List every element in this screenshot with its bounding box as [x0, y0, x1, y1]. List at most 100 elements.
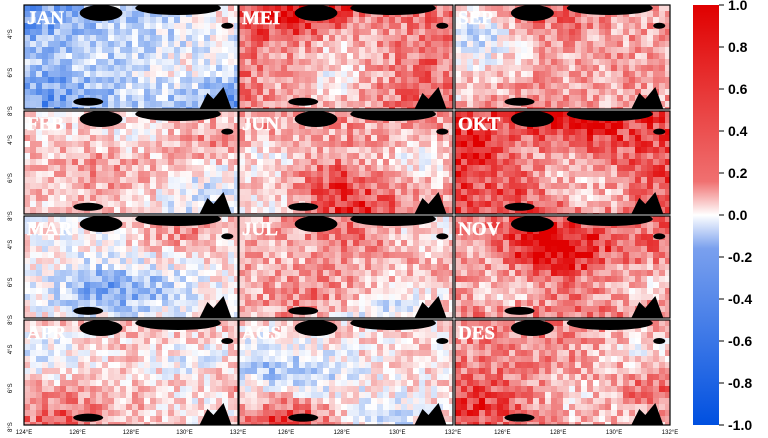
- lat-tick-label: 8°S: [8, 211, 14, 221]
- colorbar-tick-label: -0.4: [728, 291, 752, 307]
- lat-tick-label: 4°S: [8, 29, 14, 39]
- land-mask: [73, 111, 234, 214]
- colorbar-tick-label: 0.2: [728, 165, 748, 181]
- axis-labels: 4°S6°S8°S4°S6°S8°S4°S6°S8°S4°S6°S8°S124°…: [8, 29, 678, 436]
- map-panel-feb: FEB: [23, 110, 239, 215]
- month-label: DES: [458, 323, 495, 344]
- panel-frame: [238, 4, 454, 110]
- panel-frame: [23, 4, 239, 110]
- anomaly-field: [455, 320, 670, 425]
- anomaly-field: [24, 216, 238, 318]
- map-panel-jun: JUN: [238, 110, 454, 215]
- month-label: APR: [27, 323, 66, 344]
- lon-tick-label: 126°E: [494, 430, 510, 436]
- anomaly-field: [455, 111, 670, 214]
- panel-frame: [454, 319, 671, 426]
- month-label: SEP: [458, 8, 493, 29]
- colorbar-gradient: [693, 5, 719, 425]
- lon-tick-label: 126°E: [69, 430, 85, 436]
- land-mask: [73, 320, 234, 425]
- colorbar-tick-label: 0.8: [728, 39, 748, 55]
- month-label: JUL: [242, 219, 278, 240]
- month-label: AGS: [242, 323, 281, 344]
- lon-tick-label: 128°E: [550, 430, 566, 436]
- colorbar-tick-label: -1.0: [728, 417, 752, 433]
- land-mask: [288, 5, 449, 109]
- map-panel-mar: MAR: [23, 215, 239, 319]
- anomaly-field: [239, 320, 453, 425]
- map-panel-nov: NOV: [454, 215, 671, 319]
- lat-tick-label: 6°S: [8, 277, 14, 287]
- month-label: JUN: [242, 114, 279, 135]
- anomaly-field: [24, 320, 238, 425]
- map-panel-ags: AGS: [238, 319, 454, 426]
- lon-tick-label: 130°E: [176, 430, 192, 436]
- panel-frame: [238, 110, 454, 215]
- land-mask: [504, 111, 666, 214]
- land-mask: [504, 5, 666, 109]
- anomaly-field: [239, 216, 453, 318]
- lat-tick-label: 8°S: [8, 315, 14, 325]
- lat-tick-label: 4°S: [8, 135, 14, 145]
- lon-tick-label: 126°E: [278, 430, 294, 436]
- map-panel-jan: JAN: [23, 4, 239, 110]
- month-label: OKT: [458, 114, 501, 135]
- land-mask: [73, 5, 234, 109]
- anomaly-field: [455, 216, 670, 318]
- panel-frame: [23, 215, 239, 319]
- colorbar-tick-label: -0.8: [728, 375, 752, 391]
- anomaly-field: [24, 5, 238, 109]
- colorbar-tick-label: 1.0: [728, 0, 748, 13]
- lat-tick-label: 6°S: [8, 68, 14, 78]
- panel-frame: [238, 215, 454, 319]
- panel-frame: [454, 4, 671, 110]
- lat-tick-label: 8°S: [8, 422, 14, 432]
- lon-tick-label: 130°E: [389, 430, 405, 436]
- map-panel-jul: JUL: [238, 215, 454, 319]
- colorbar-tick-label: -0.2: [728, 249, 752, 265]
- colorbar: 1.0 0.8 0.6 0.4 0.2 0.0 -0.2 -0.4 -0.6 -0.8 -1.0: [693, 0, 752, 433]
- lon-tick-label: 132°E: [230, 430, 246, 436]
- lon-tick-label: 130°E: [606, 430, 622, 436]
- map-panel-okt: OKT: [454, 110, 671, 215]
- land-mask: [288, 320, 449, 425]
- lon-tick-label: 128°E: [334, 430, 350, 436]
- lat-tick-label: 6°S: [8, 383, 14, 393]
- month-label: NOV: [458, 219, 501, 240]
- lon-tick-label: 124°E: [16, 430, 32, 436]
- colorbar-tick-label: 0.4: [728, 123, 748, 139]
- panel-frame: [23, 110, 239, 215]
- month-label: JAN: [27, 8, 64, 29]
- lat-tick-label: 4°S: [8, 345, 14, 355]
- map-panel-des: DES: [454, 319, 671, 426]
- lon-tick-label: 128°E: [123, 430, 139, 436]
- land-mask: [73, 216, 234, 318]
- land-mask: [288, 216, 449, 318]
- land-mask: [504, 320, 666, 425]
- anomaly-field: [239, 5, 453, 109]
- colorbar-tick-label: -0.6: [728, 333, 752, 349]
- land-mask: [504, 216, 666, 318]
- month-label: FEB: [27, 114, 64, 135]
- land-mask: [288, 111, 449, 214]
- anomaly-field: [239, 111, 453, 214]
- map-panel-mei: MEI: [238, 4, 454, 110]
- lon-tick-label: 132°E: [662, 430, 678, 436]
- panel-frame: [23, 319, 239, 426]
- lon-tick-label: 132°E: [445, 430, 461, 436]
- month-label: MAR: [27, 219, 73, 240]
- lat-tick-label: 4°S: [8, 240, 14, 250]
- colorbar-tick-label: 0.6: [728, 81, 748, 97]
- anomaly-field: [24, 111, 238, 214]
- panel-frame: [454, 215, 671, 319]
- map-panel-apr: APR: [23, 319, 239, 426]
- panel-frame: [238, 319, 454, 426]
- anomaly-field: [455, 5, 670, 109]
- lat-tick-label: 8°S: [8, 106, 14, 116]
- lat-tick-label: 6°S: [8, 173, 14, 183]
- month-label: MEI: [242, 8, 280, 29]
- colorbar-tick-label: 0.0: [728, 207, 748, 223]
- panel-grid: JAN MEI SEP FEB JUN OKT MAR JUL NOV APR AGS DES: [23, 4, 671, 426]
- panel-frame: [454, 110, 671, 215]
